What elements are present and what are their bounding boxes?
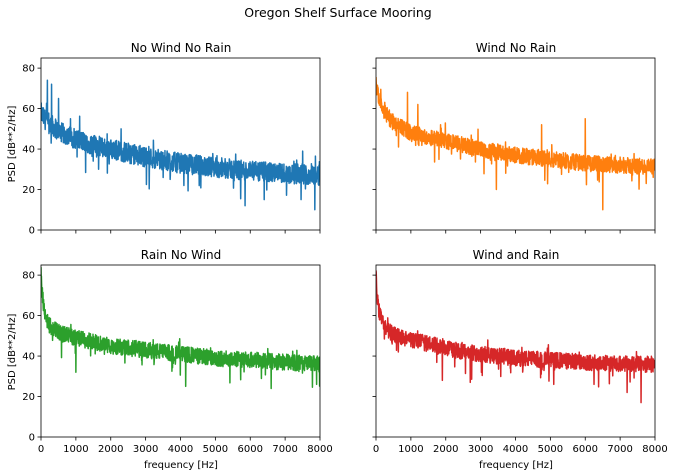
axes-frame xyxy=(375,264,656,438)
x-axis-label: frequency [Hz] xyxy=(144,460,218,471)
y-tick-label: 40 xyxy=(22,145,35,156)
y-tick-label: 0 xyxy=(29,433,35,444)
x-tick-label: 3000 xyxy=(133,444,158,455)
psd-series-line xyxy=(376,76,655,211)
subplot-wind-and-rain: Wind and Rain frequency [Hz] 0 1000 2000 30… xyxy=(372,248,668,471)
x-tick-label: 8000 xyxy=(642,444,667,455)
psd-series-line xyxy=(376,270,655,404)
x-tick-label: 4000 xyxy=(168,444,193,455)
y-tick-label: 80 xyxy=(22,64,35,75)
y-tick-label: 60 xyxy=(22,104,35,115)
y-axis-label: PSD [dB**2/Hz] xyxy=(7,314,18,391)
x-tick-label: 5000 xyxy=(203,444,228,455)
x-tick-label: 1000 xyxy=(398,444,423,455)
y-tick-label: 0 xyxy=(29,226,35,237)
x-tick-label: 7000 xyxy=(607,444,632,455)
x-tick-label: 7000 xyxy=(272,444,297,455)
x-tick-label: 6000 xyxy=(573,444,598,455)
x-tick-label: 6000 xyxy=(238,444,263,455)
subplot-title: Rain No Wind xyxy=(141,248,221,262)
figure-suptitle: Oregon Shelf Surface Mooring xyxy=(244,5,431,20)
subplot-title: Wind No Rain xyxy=(476,41,556,55)
psd-series-line xyxy=(41,267,320,390)
y-tick-label: 20 xyxy=(22,185,35,196)
x-tick-label: 3000 xyxy=(468,444,493,455)
y-tick-label: 40 xyxy=(22,352,35,363)
subplot-title: No Wind No Rain xyxy=(131,41,232,55)
x-tick-label: 4000 xyxy=(503,444,528,455)
psd-series-line xyxy=(41,79,320,211)
x-tick-label: 5000 xyxy=(538,444,563,455)
x-tick-label: 8000 xyxy=(307,444,332,455)
x-tick-label: 1000 xyxy=(63,444,88,455)
subplot-no-wind-no-rain: No Wind No Rain PSD [dB**2/Hz] 0 20 40 60 80 xyxy=(7,41,321,237)
subplot-rain-no-wind: Rain No Wind PSD [dB**2/Hz] frequency [H… xyxy=(7,248,333,471)
x-axis-label: frequency [Hz] xyxy=(479,460,553,471)
y-tick-label: 60 xyxy=(22,311,35,322)
y-axis-label: PSD [dB**2/Hz] xyxy=(7,106,18,183)
x-tick-label: 0 xyxy=(38,444,44,455)
subplot-wind-no-rain: Wind No Rain xyxy=(372,41,656,234)
x-tick-label: 0 xyxy=(373,444,379,455)
y-tick-label: 20 xyxy=(22,392,35,403)
x-tick-label: 2000 xyxy=(433,444,458,455)
x-tick-label: 2000 xyxy=(98,444,123,455)
y-tick-label: 80 xyxy=(22,271,35,282)
subplot-title: Wind and Rain xyxy=(473,248,560,262)
